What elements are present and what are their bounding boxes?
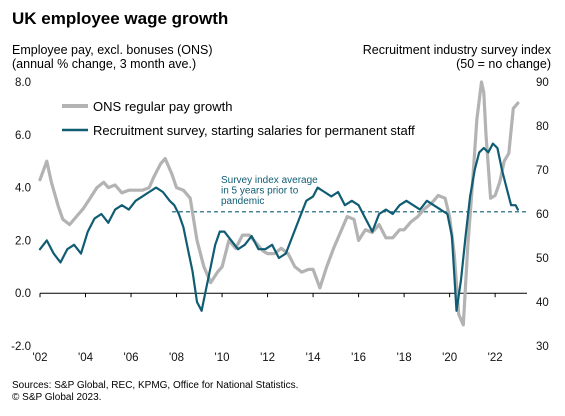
right-axis-label: Recruitment industry survey index (50 = … xyxy=(363,43,551,71)
right-y-tick-label: 60 xyxy=(536,209,549,221)
left-y-tick-label: 6.0 xyxy=(15,130,31,142)
x-tick-label: '22 xyxy=(488,352,503,364)
sources-line: Sources: S&P Global, REC, KPMG, Office f… xyxy=(12,380,299,391)
left-y-tick-label: 4.0 xyxy=(15,183,31,195)
left-y-tick-label: 8.0 xyxy=(15,77,31,89)
right-y-tick-label: 40 xyxy=(536,297,549,309)
annotation-text-line: Survey index average xyxy=(221,175,318,186)
x-tick-label: '16 xyxy=(351,352,366,364)
recruitment-survey-line xyxy=(38,142,520,312)
left-axis-label-line1: Employee pay, excl. bonuses (ONS) xyxy=(12,43,213,57)
x-tick-label: '06 xyxy=(124,352,139,364)
x-tick-label: '14 xyxy=(306,352,322,364)
x-tick-label: '04 xyxy=(78,352,94,364)
x-tick-label: '08 xyxy=(169,352,184,364)
right-axis-label-line1: Recruitment industry survey index xyxy=(362,43,551,57)
right-y-tick-label: 80 xyxy=(536,121,549,133)
x-tick-label: '12 xyxy=(260,352,275,364)
annotation-text-line: in 5 years prior to xyxy=(221,186,299,197)
sources-note: Sources: S&P Global, REC, KPMG, Office f… xyxy=(12,380,298,404)
annotation-text-line: pandemic xyxy=(221,196,264,207)
left-axis-label: Employee pay, excl. bonuses (ONS) (annua… xyxy=(12,43,213,71)
left-y-tick-label: 2.0 xyxy=(15,235,31,247)
left-y-tick-label: 0.0 xyxy=(15,288,31,300)
right-axis-label-line2: (50 = no change) xyxy=(456,57,551,71)
right-y-tick-label: 70 xyxy=(536,165,549,177)
right-y-tick-label: 90 xyxy=(536,77,549,89)
left-axis-label-line2: (annual % change, 3 month ave.) xyxy=(12,57,197,71)
legend-label: Recruitment survey, starting salaries fo… xyxy=(93,123,415,138)
ons-pay-growth-line xyxy=(38,80,520,327)
x-tick-label: '10 xyxy=(215,352,230,364)
x-tick-label: '02 xyxy=(33,352,48,364)
x-tick-label: '18 xyxy=(397,352,412,364)
copyright-line: © S&P Global 2023. xyxy=(12,392,102,403)
x-tick-label: '20 xyxy=(442,352,457,364)
right-y-tick-label: 30 xyxy=(536,341,549,353)
chart-title: UK employee wage growth xyxy=(12,9,229,28)
left-y-tick-label: -2.0 xyxy=(11,341,31,353)
right-y-tick-label: 50 xyxy=(536,253,549,265)
legend-label: ONS regular pay growth xyxy=(93,99,232,114)
